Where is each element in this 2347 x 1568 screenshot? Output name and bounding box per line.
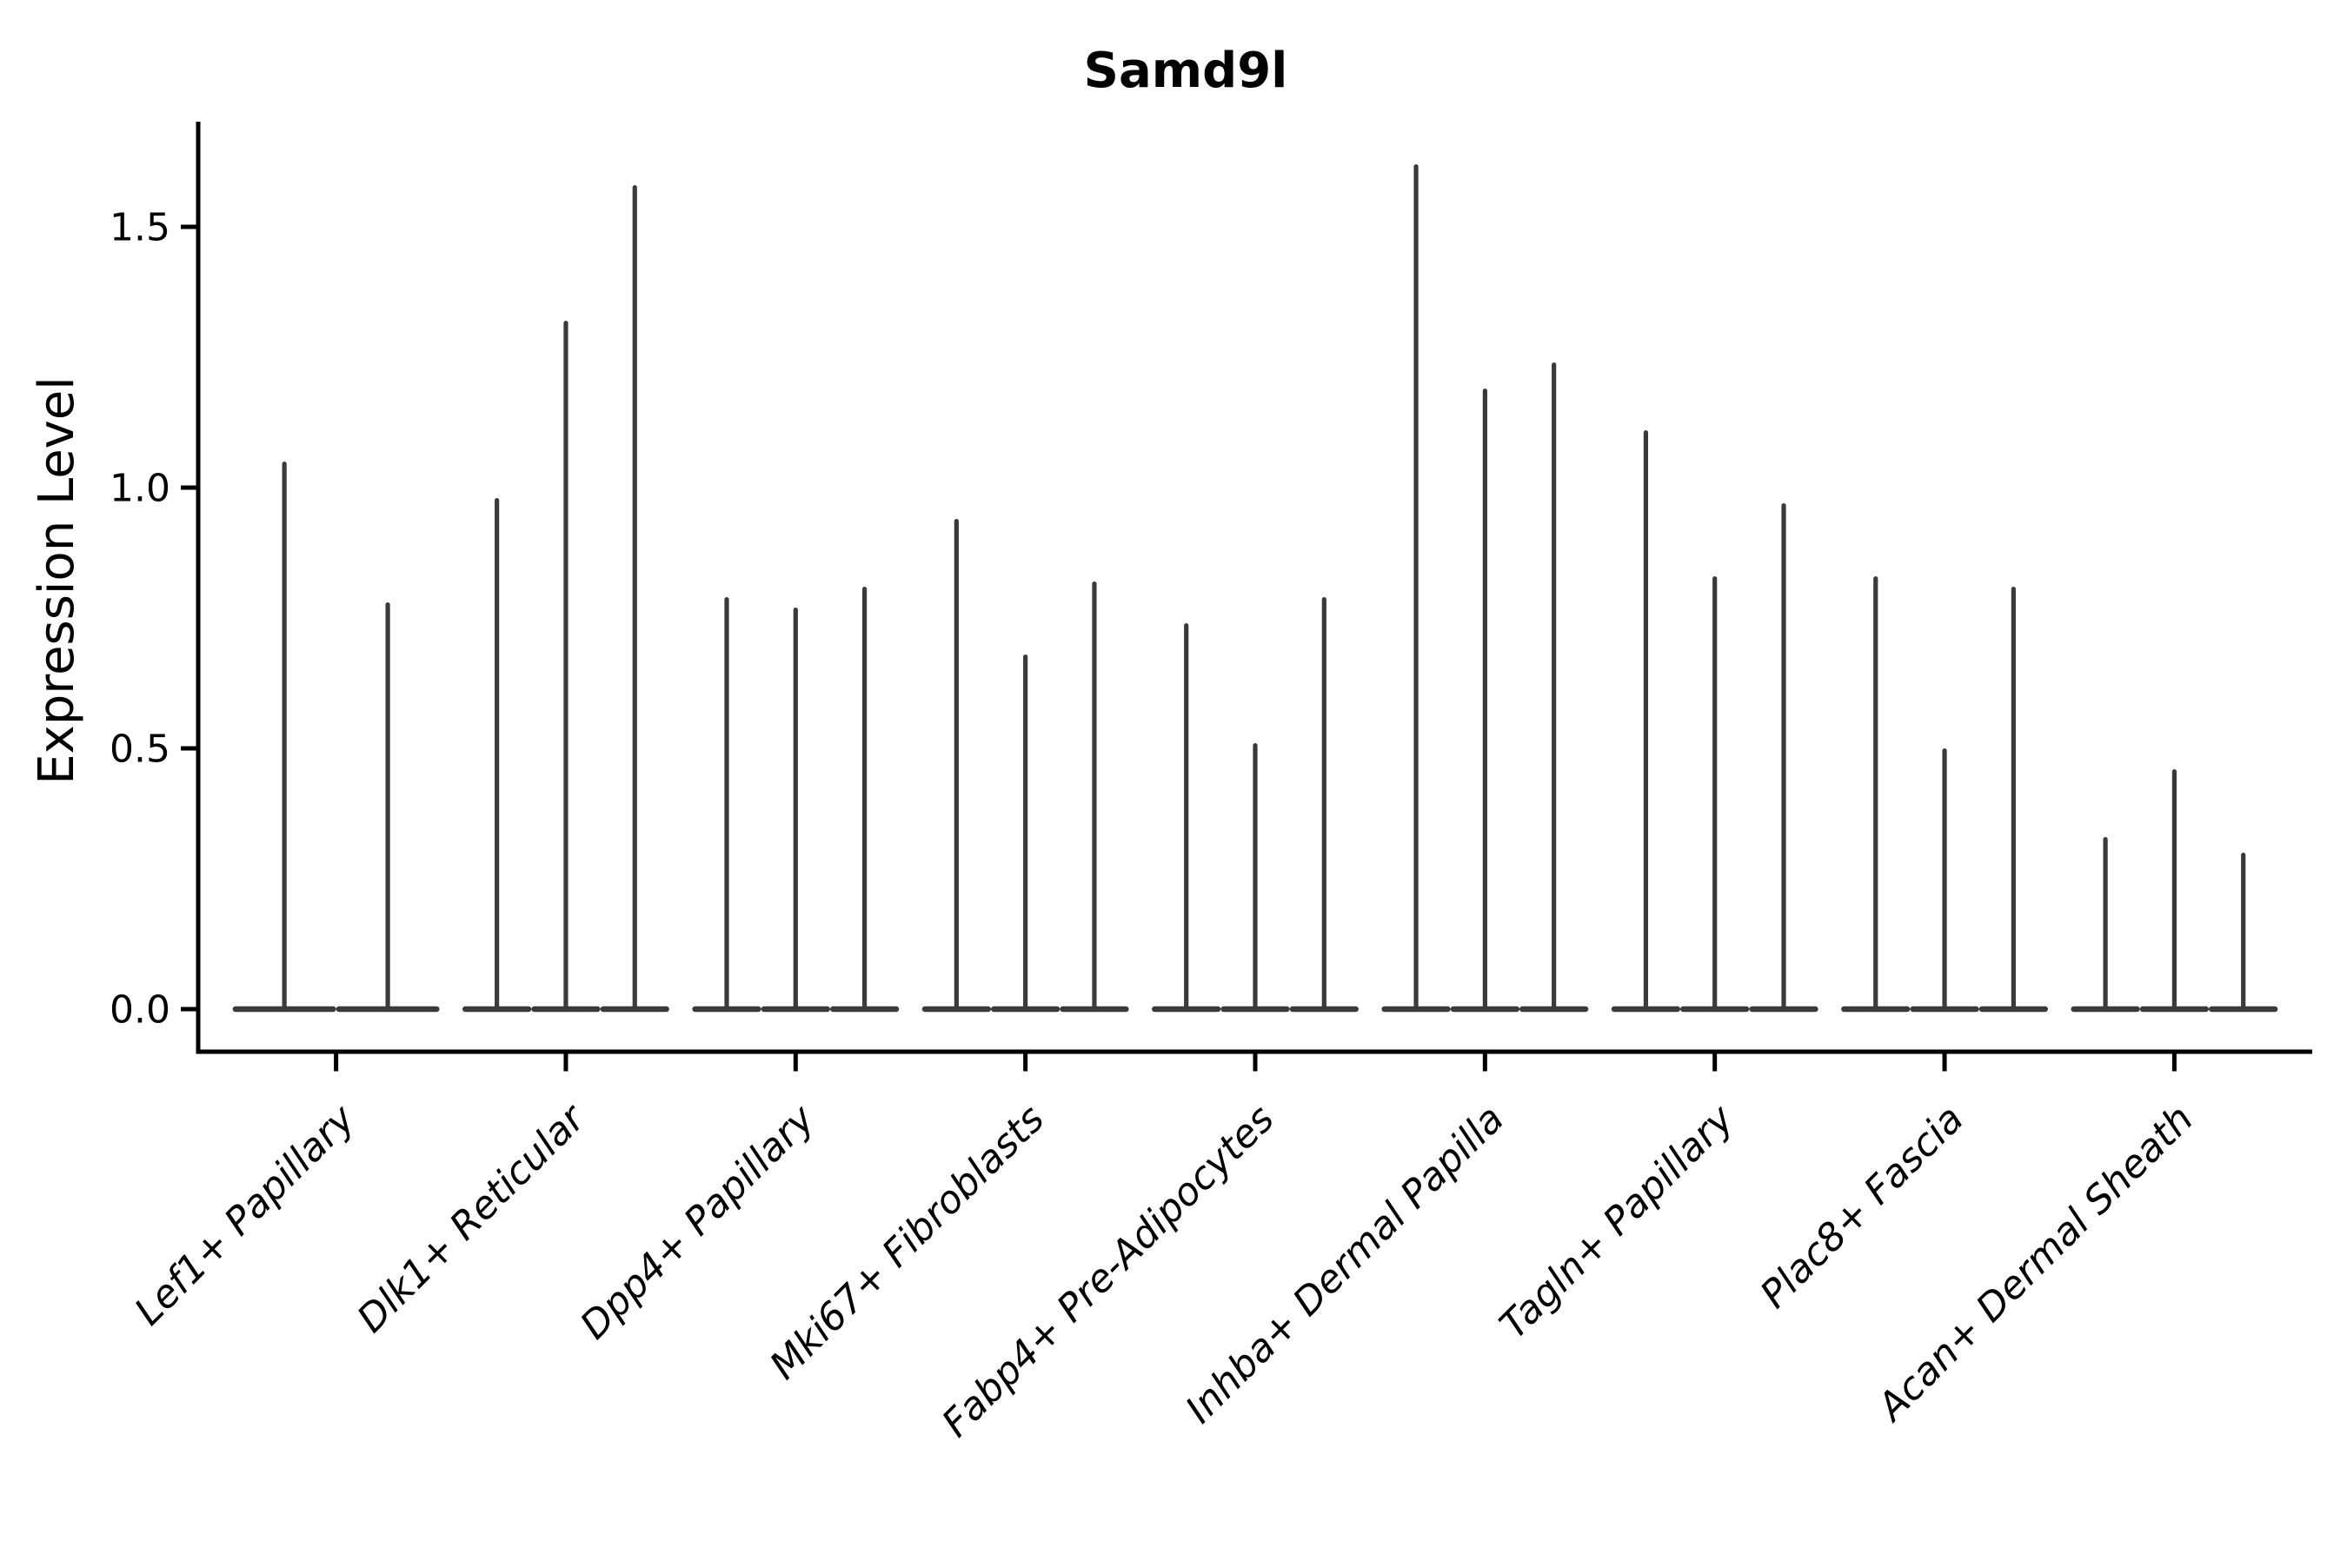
violin bbox=[1220, 743, 1290, 1013]
violin bbox=[462, 498, 532, 1013]
violin-spike bbox=[282, 462, 287, 1011]
y-axis-label: Expression Level bbox=[29, 376, 85, 785]
violin bbox=[1841, 576, 1911, 1013]
y-tick-label: 1.5 bbox=[110, 205, 170, 249]
violin bbox=[1910, 748, 1979, 1013]
violin bbox=[829, 587, 900, 1013]
violin bbox=[1749, 503, 1818, 1013]
violin bbox=[336, 602, 440, 1013]
violin-spike bbox=[1873, 576, 1878, 1011]
violin-spike bbox=[2103, 837, 2108, 1011]
violin bbox=[1450, 389, 1519, 1013]
violin bbox=[1611, 430, 1681, 1013]
violin bbox=[232, 462, 336, 1013]
violin bbox=[600, 185, 669, 1013]
violin-spike bbox=[724, 597, 729, 1011]
violin bbox=[2209, 853, 2278, 1013]
violin bbox=[921, 519, 991, 1013]
x-tick-label: Dlk1+ Reticular bbox=[349, 1095, 595, 1341]
violin bbox=[2139, 769, 2210, 1013]
violin-spike bbox=[2011, 587, 2016, 1011]
violin bbox=[531, 321, 601, 1013]
violin-layer bbox=[232, 164, 2278, 1013]
violin bbox=[1680, 576, 1750, 1013]
x-tick-label: Lef1+ Papillary bbox=[126, 1096, 364, 1334]
violin bbox=[761, 608, 830, 1013]
violin-spike bbox=[1023, 654, 1028, 1011]
y-tick-label: 0.0 bbox=[110, 987, 170, 1032]
chart-title: Samd9l bbox=[1084, 43, 1288, 99]
violin-spike bbox=[1712, 576, 1718, 1011]
violin-spike bbox=[1643, 430, 1648, 1011]
violin bbox=[1289, 597, 1359, 1013]
violin-spike bbox=[1184, 623, 1189, 1011]
violin-spike bbox=[632, 185, 637, 1011]
violin bbox=[1978, 587, 2048, 1013]
violin-spike bbox=[1942, 748, 1947, 1011]
violin-spike bbox=[1482, 389, 1487, 1011]
violin bbox=[2071, 837, 2140, 1013]
violin bbox=[991, 654, 1060, 1013]
violin bbox=[692, 597, 761, 1013]
violin bbox=[1381, 164, 1451, 1013]
x-tick-label: Dpp4+ Papillary bbox=[572, 1096, 824, 1348]
violin-spike bbox=[1321, 597, 1326, 1011]
violin-spike bbox=[862, 587, 868, 1011]
violin-spike bbox=[1092, 581, 1097, 1011]
y-tick-label: 0.5 bbox=[110, 727, 170, 771]
violin bbox=[1152, 623, 1221, 1013]
violin-spike bbox=[2171, 769, 2177, 1011]
violin-spike bbox=[954, 519, 959, 1011]
violin-spike bbox=[1413, 164, 1419, 1011]
violin-spike bbox=[385, 602, 390, 1011]
violin bbox=[1519, 362, 1589, 1013]
violin-spike bbox=[1552, 362, 1557, 1011]
violin-spike bbox=[495, 498, 500, 1011]
violin-spike bbox=[1253, 743, 1258, 1011]
violin bbox=[1060, 581, 1129, 1013]
x-tick-label: Plac8+ Fascia bbox=[1752, 1097, 1971, 1317]
y-tick-label: 1.0 bbox=[110, 466, 170, 510]
violin-spike bbox=[793, 608, 798, 1011]
violin-spike bbox=[563, 321, 568, 1011]
violin-spike bbox=[2241, 853, 2246, 1011]
x-tick-label: Tagln+ Papillary bbox=[1492, 1096, 1743, 1347]
violin-spike bbox=[1781, 503, 1786, 1011]
